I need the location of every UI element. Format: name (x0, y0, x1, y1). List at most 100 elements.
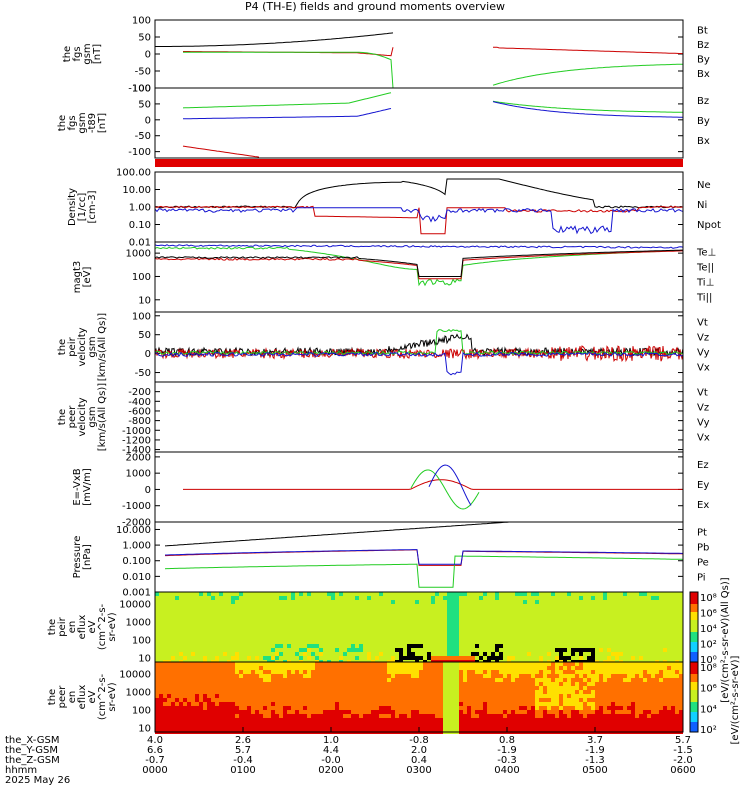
x-tick-label: -1.9 (497, 745, 517, 756)
colorbar-tick-label: 10⁶ (700, 609, 717, 620)
y-tick-label: 2000 (126, 452, 151, 463)
y-axis-label: magt3 (72, 261, 83, 294)
y-tick-label: 10.00 (122, 185, 151, 196)
y-tick-label: 1.000 (122, 541, 151, 552)
x-tick-label: 0300 (406, 765, 431, 776)
y-tick-label: 100 (132, 636, 151, 647)
y-axis-label: [nPa] (82, 544, 93, 570)
series-Vx (154, 351, 684, 376)
series-Bz (183, 46, 684, 57)
y-tick-label: 50 (138, 99, 151, 110)
series-Ti-perp (154, 244, 684, 249)
y-tick-label: 0 (145, 349, 151, 360)
legend-label: Vx (697, 363, 710, 374)
y-tick-label: -200 (128, 387, 151, 398)
y-tick-label: -1200 (122, 435, 151, 446)
plot-title: P4 (TH-E) fields and ground moments over… (245, 0, 505, 13)
x-tick-label: -0.3 (497, 755, 517, 766)
x-axis-row-label: the_Z-GSM (5, 755, 60, 766)
x-tick-label: 2.0 (411, 745, 427, 756)
y-axis-label: en (67, 691, 78, 704)
x-tick-label: 5.7 (675, 735, 691, 746)
series-Bt (155, 19, 683, 47)
colorbar-tick-label: 10⁸ (700, 663, 717, 674)
x-tick-label: 0100 (230, 765, 255, 776)
separator-band (155, 159, 683, 167)
legend-label: Vt (697, 318, 708, 329)
y-axis-label: gsm (77, 112, 88, 133)
panel-frame (154, 381, 684, 453)
series-Ni (154, 178, 684, 209)
y-tick-label: 1000 (126, 249, 151, 260)
y-axis-label: velocity (77, 397, 88, 436)
y-axis-label: sr-eV) (107, 682, 118, 711)
y-axis-label: peer (57, 685, 68, 709)
y-tick-label: -50 (135, 368, 151, 379)
x-tick-label: 2.6 (235, 735, 251, 746)
y-tick-label: 0.100 (122, 556, 151, 567)
legend-label: By (697, 54, 710, 65)
x-tick-label: -0.8 (409, 735, 429, 746)
x-tick-label: -0.4 (233, 755, 253, 766)
y-axis-label: the (47, 619, 58, 635)
legend-label: Bt (697, 25, 708, 36)
legend-label: Vy (697, 348, 710, 359)
series-By (182, 92, 683, 113)
colorbar-tick-label: 10² (700, 725, 717, 736)
legend-label: Bx (697, 136, 710, 147)
y-axis-label: sr-eV) (107, 612, 118, 641)
colorbar: 10⁸ 10⁶ 10⁴ 10² (689, 661, 717, 736)
legend-label: Ti|| (696, 293, 712, 304)
x-tick-label: 0200 (318, 765, 343, 776)
legend-label: Vz (697, 403, 709, 414)
legend-label: Ti⊥ (696, 278, 714, 289)
y-axis-label: [mV/m] (82, 468, 93, 506)
y-axis-label: [cm-3] (87, 190, 98, 223)
panel-peir_spectrogram: 10000 1000 100 10 the peir en eflux eV (cm^2-s-sr… (47, 600, 683, 665)
legend-label: Vx (697, 433, 710, 444)
y-axis-label: (cm^2-s- (97, 673, 108, 720)
panel-frame (154, 19, 684, 89)
series-Ex (428, 464, 472, 506)
panel-frame (154, 451, 684, 523)
x-tick-label: 6.6 (147, 745, 163, 756)
x-tick-label: 5.7 (235, 745, 251, 756)
y-tick-label: 1000 (126, 618, 151, 629)
y-tick-label: 10 (138, 654, 151, 665)
y-axis-label: [nT] (92, 44, 103, 64)
peer-spectrogram-image (155, 662, 683, 734)
x-tick-label: 4.0 (147, 735, 163, 746)
legend-label: Ne (697, 180, 711, 191)
y-tick-label: 50 (138, 330, 151, 341)
colorbar-tick-label: 10⁶ (700, 684, 717, 695)
series-Bx (182, 101, 683, 120)
y-tick-label: -400 (128, 397, 151, 408)
colorbar-tick-label: 10² (700, 640, 717, 651)
x-tick-label: -1.5 (673, 745, 693, 756)
y-tick-label: 50 (138, 33, 151, 44)
legend-label: Vy (697, 418, 710, 429)
y-axis-label: the (57, 409, 68, 425)
y-axis-label: eflux (77, 615, 88, 640)
y-axis-label: fgs (72, 46, 83, 61)
y-axis-label: peir (67, 336, 78, 356)
y-axis-label: [eV] (82, 267, 93, 288)
x-tick-label: -0.0 (321, 755, 341, 766)
legend-label: Npot (697, 220, 721, 231)
y-tick-label: 0.10 (129, 220, 151, 231)
legend-label: Pi (697, 573, 706, 584)
x-tick-label: 0600 (670, 765, 695, 776)
y-axis-label: gsm (82, 43, 93, 64)
x-tick-label: 3.7 (587, 735, 603, 746)
x-tick-label: -0.7 (145, 755, 165, 766)
x-tick-label: -2.0 (673, 755, 693, 766)
y-tick-label: 0.001 (122, 588, 151, 599)
y-tick-label: 10 (138, 295, 151, 306)
x-tick-label: 1.0 (323, 735, 339, 746)
x-tick-label: 4.4 (323, 745, 339, 756)
x-tick-label: 0400 (494, 765, 519, 776)
legend-label: Bx (697, 69, 710, 80)
y-tick-label: 100 (132, 311, 151, 322)
x-axis-row-label: 2025 May 26 (5, 775, 70, 786)
